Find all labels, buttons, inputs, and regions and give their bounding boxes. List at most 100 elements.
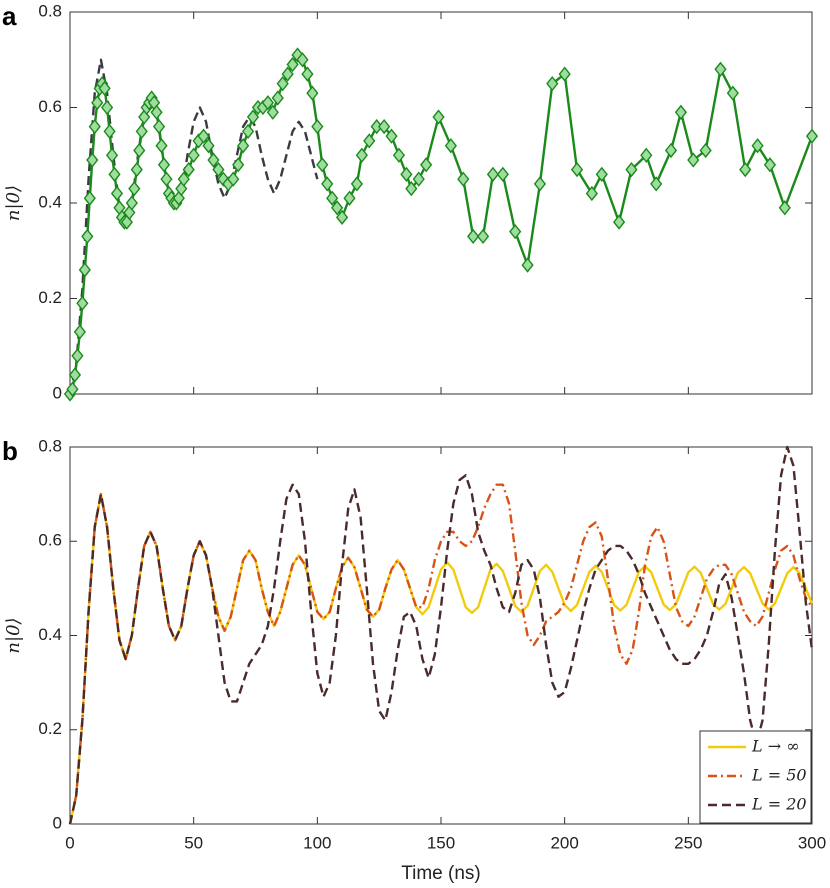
data-point <box>286 56 299 73</box>
data-point <box>155 138 168 154</box>
data-point <box>444 138 457 154</box>
y-axis-label: n|0⟩ <box>3 617 24 653</box>
data-point <box>182 161 195 178</box>
data-point <box>751 138 764 154</box>
data-point <box>496 166 509 182</box>
data-point <box>521 257 534 273</box>
y-tick-label: 0.2 <box>38 288 62 307</box>
data-point <box>432 109 445 125</box>
data-point <box>778 200 791 216</box>
data-point <box>674 104 688 120</box>
data-point <box>412 171 425 187</box>
data-point <box>237 138 250 154</box>
data-point <box>130 161 143 178</box>
data-point <box>650 176 663 192</box>
x-tick-label: 150 <box>427 833 455 852</box>
legend-label: L = 50 <box>751 766 807 785</box>
data-point <box>241 123 255 139</box>
y-tick-label: 0.6 <box>38 531 62 550</box>
data-point <box>88 118 101 135</box>
data-point <box>392 147 406 163</box>
y-tick-label: 0.6 <box>38 97 62 116</box>
data-point <box>125 195 138 211</box>
data-point <box>739 161 752 178</box>
data-point <box>595 166 608 182</box>
data-point <box>378 118 391 135</box>
data-point <box>805 128 819 144</box>
y-tick-label: 0 <box>53 383 62 402</box>
data-point <box>363 133 376 149</box>
data-point <box>326 190 339 206</box>
data-point <box>261 95 274 111</box>
data-point <box>533 176 547 192</box>
data-point <box>385 128 398 144</box>
data-point <box>546 76 559 92</box>
data-point <box>486 166 500 182</box>
data-point <box>110 185 124 202</box>
data-point <box>331 200 344 216</box>
y-tick-label: 0.8 <box>38 436 62 455</box>
legend-label: L → ∞ <box>751 737 800 756</box>
data-point <box>350 176 364 192</box>
series-line <box>68 53 814 395</box>
data-point <box>476 228 490 245</box>
y-axis-label: n|0⟩ <box>3 185 24 221</box>
data-point <box>160 171 173 187</box>
data-point <box>207 152 220 168</box>
x-tick-label: 50 <box>184 833 203 852</box>
data-point <box>321 176 334 192</box>
data-point <box>197 128 210 144</box>
legend-label: L = 20 <box>751 795 807 814</box>
data-point <box>457 171 470 187</box>
data-point <box>335 209 349 225</box>
data-point <box>266 104 279 120</box>
data-point <box>187 147 200 163</box>
data-point <box>296 52 309 68</box>
data-point <box>227 171 240 187</box>
data-point <box>585 185 598 202</box>
data-point <box>86 152 99 168</box>
data-point <box>281 66 294 82</box>
y-tick-label: 0.4 <box>38 192 62 211</box>
x-tick-label: 0 <box>65 833 74 852</box>
panel: a n|0⟩ 0 0.2 0.4 0.6 0.8 <box>2 1 819 402</box>
data-point <box>664 142 678 159</box>
data-point <box>699 142 712 159</box>
data-point <box>276 76 289 92</box>
data-point <box>558 66 571 82</box>
data-point <box>105 147 119 163</box>
data-point <box>625 161 638 178</box>
data-point <box>714 61 727 77</box>
data-point <box>135 123 148 139</box>
series-line <box>68 445 814 825</box>
data-point <box>355 147 368 163</box>
data-point <box>101 99 114 116</box>
data-point <box>467 228 480 245</box>
y-tick-label: 0 <box>53 813 62 832</box>
data-point <box>78 262 91 278</box>
data-point <box>246 109 260 125</box>
y-tick-label: 0.8 <box>38 1 62 20</box>
data-point <box>157 157 171 173</box>
data-point <box>73 324 86 340</box>
data-point <box>763 157 777 173</box>
data-point <box>76 295 89 311</box>
data-point <box>232 157 245 173</box>
legend: L → ∞ L = 50 L = 20 <box>699 730 812 824</box>
data-point <box>343 190 356 206</box>
data-point <box>726 85 739 101</box>
data-point <box>640 147 653 163</box>
data-point <box>612 214 626 230</box>
data-point <box>152 118 166 135</box>
data-point <box>212 161 225 178</box>
data-point <box>400 166 413 182</box>
data-point <box>311 118 324 135</box>
x-tick-label: 200 <box>550 833 578 852</box>
data-point <box>66 381 79 397</box>
data-point <box>316 157 329 173</box>
x-tick-label: 100 <box>303 833 331 852</box>
panel-label: a <box>2 1 17 31</box>
data-point <box>301 66 314 82</box>
y-tick-label: 0.4 <box>38 625 62 644</box>
